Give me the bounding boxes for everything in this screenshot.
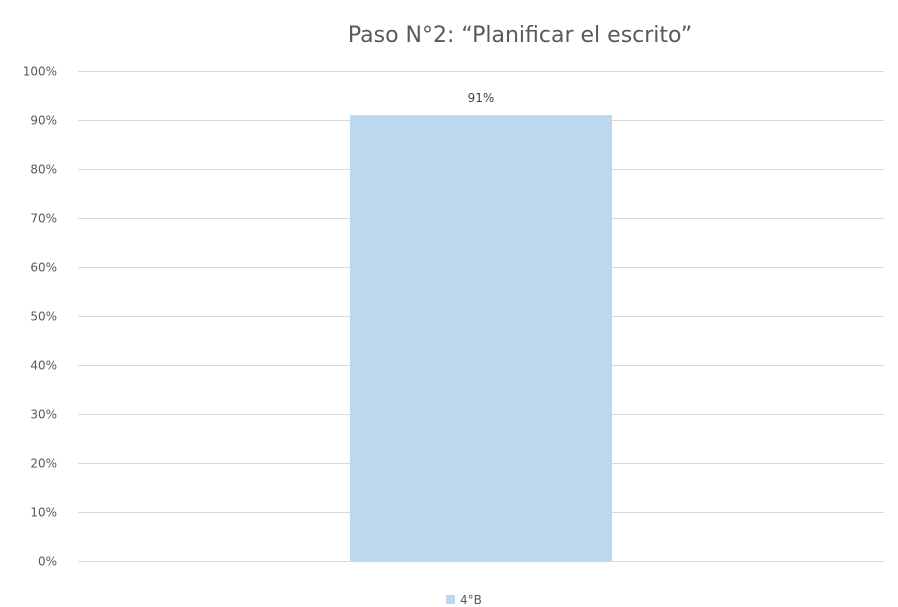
legend-swatch	[446, 595, 455, 604]
y-tick-label: 60%	[30, 261, 57, 275]
y-tick-label: 50%	[30, 310, 57, 324]
y-tick-label: 0%	[38, 555, 57, 569]
bar	[350, 115, 612, 561]
legend-label: 4°B	[460, 593, 482, 607]
y-tick-label: 30%	[30, 408, 57, 422]
y-tick-label: 20%	[30, 457, 57, 471]
y-tick-label: 70%	[30, 212, 57, 226]
legend: 4°B	[446, 593, 482, 607]
chart-title: Paso N°2: “Planificar el escrito”	[348, 23, 692, 48]
data-label: 91%	[468, 91, 495, 105]
y-tick-label: 100%	[23, 65, 57, 79]
data-labels: 91%	[468, 91, 495, 105]
y-tick-label: 80%	[30, 163, 57, 177]
y-tick-label: 10%	[30, 506, 57, 520]
y-axis-tick-labels: 0% 10% 20% 30% 40% 50% 60% 70% 80% 90% 100%	[23, 65, 57, 569]
bars	[350, 115, 612, 561]
y-tick-label: 40%	[30, 359, 57, 373]
y-tick-label: 90%	[30, 114, 57, 128]
